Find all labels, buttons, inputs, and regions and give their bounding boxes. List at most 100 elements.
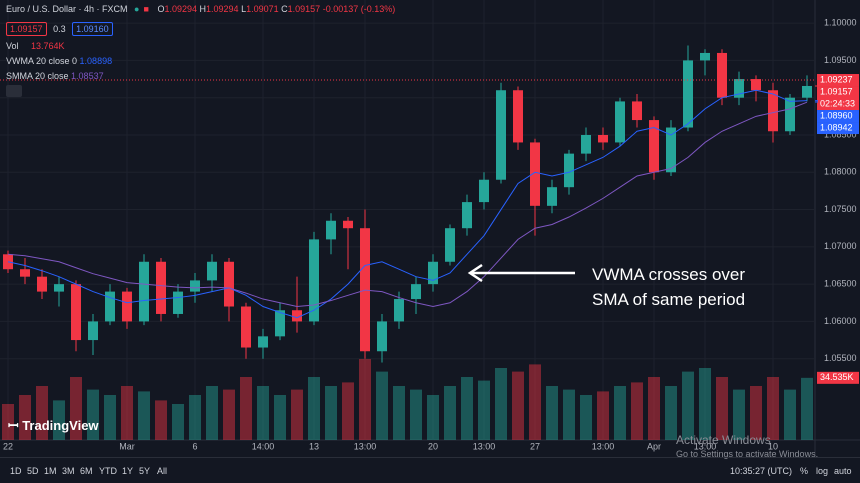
- range-button[interactable]: All: [157, 466, 168, 476]
- y-tick-label: 1.09500: [824, 55, 857, 65]
- candle-body: [564, 153, 574, 188]
- volume-bar: [325, 386, 337, 440]
- candle-body: [751, 79, 761, 91]
- price-label-bg: [817, 110, 859, 123]
- candle-body: [700, 52, 710, 61]
- chart: 1.05500 1.06000 1.06500 1.07000 1.07500 1.080…: [0, 0, 860, 457]
- range-button[interactable]: 5Y: [139, 466, 151, 476]
- volume-bar: [257, 386, 269, 440]
- price-label: 1.08960: [820, 110, 853, 120]
- candle-body: [71, 284, 81, 341]
- x-tick-label: 6: [192, 441, 197, 451]
- candle-body: [54, 284, 64, 292]
- bottom-toolbar: 1D 5D 1M 3M 6M YTD 1Y 5Y All 10:35:27 (UTC)% log au…: [0, 457, 860, 483]
- volume-bar: [767, 377, 779, 440]
- vol-label: Vol: [6, 41, 19, 51]
- candle-body: [224, 261, 234, 307]
- legend-value: 1.08898: [79, 56, 113, 66]
- candle-body: [258, 336, 268, 348]
- x-tick-label: 22: [3, 441, 13, 451]
- candle-body: [3, 254, 13, 270]
- range-button[interactable]: YTD: [99, 466, 117, 476]
- scale-option[interactable]: auto: [834, 466, 852, 476]
- volume-bar: [410, 389, 422, 440]
- candle-body: [37, 276, 47, 292]
- volume-bar: [2, 404, 14, 440]
- volume-bar: [546, 386, 558, 440]
- volume-bar: [716, 377, 728, 440]
- scale-option[interactable]: %: [800, 466, 809, 476]
- scale-option[interactable]: log: [816, 466, 829, 476]
- volume-bar: [427, 395, 439, 440]
- collapse-button: [6, 85, 22, 97]
- volume-bar: [308, 377, 320, 440]
- candle-body: [377, 321, 387, 352]
- volume-bar: [172, 404, 184, 440]
- x-tick-label: 10: [768, 441, 778, 451]
- volume-bar: [121, 386, 133, 440]
- volume-label: 34.535K: [820, 372, 854, 382]
- range-button[interactable]: 3M: [62, 466, 75, 476]
- range-button[interactable]: 1D: [10, 466, 22, 476]
- volume-bar: [291, 389, 303, 440]
- x-tick-label: 27: [530, 441, 540, 451]
- volume-bar: [223, 389, 235, 440]
- sell-button[interactable]: 1.09157: [6, 22, 47, 36]
- candle-body: [275, 310, 285, 337]
- x-tick-label: Apr: [647, 441, 661, 451]
- x-tick-label: 13:00: [694, 441, 717, 451]
- ma-line: [7, 101, 808, 308]
- candle-body: [190, 280, 200, 292]
- l-value: 1.09071: [246, 4, 279, 14]
- range-button[interactable]: 1M: [44, 466, 57, 476]
- range-button[interactable]: 1Y: [122, 466, 134, 476]
- x-tick-label: 13: [309, 441, 319, 451]
- candle-body: [241, 306, 251, 348]
- volume-bar: [53, 400, 65, 440]
- volume-bar: [393, 386, 405, 440]
- price-label-bg: [817, 86, 859, 111]
- candle-body: [717, 52, 727, 98]
- y-tick-label: 1.07500: [824, 204, 857, 214]
- range-button[interactable]: 6M: [80, 466, 93, 476]
- right-axis: [815, 0, 860, 457]
- volume-bar: [614, 386, 626, 440]
- logo: ꟷ TradingView: [8, 418, 99, 433]
- candle-body: [309, 239, 319, 322]
- y-tick-label: 1.10000: [824, 17, 857, 27]
- volume-bar: [70, 377, 82, 440]
- volume-bar: [801, 377, 813, 440]
- x-tick-label: 13:00: [592, 441, 615, 451]
- volume-bar: [580, 395, 592, 440]
- logo-text: TradingView: [22, 418, 99, 433]
- candle-body: [122, 291, 132, 322]
- volume-bar: [342, 382, 354, 440]
- trade-buttons: 1.09157 0.3 1.09160: [6, 22, 113, 36]
- y-tick-label: 1.07000: [824, 241, 857, 251]
- volume-bar: [19, 395, 31, 440]
- candle-body: [666, 127, 676, 173]
- buy-button[interactable]: 1.09160: [72, 22, 113, 36]
- volume-bar: [699, 368, 711, 440]
- volume-bar: [478, 380, 490, 440]
- ma-line: [7, 89, 808, 319]
- candle-body: [683, 60, 693, 128]
- vol-value: 13.764K: [31, 41, 65, 51]
- candle-body: [139, 261, 149, 322]
- candle-body: [581, 134, 591, 154]
- candle-body: [394, 299, 404, 322]
- range-button[interactable]: 5D: [27, 466, 39, 476]
- vwma-legend: VWMA 20 close 0 1.08898: [6, 56, 112, 66]
- volume-bar: [189, 395, 201, 440]
- price-label: 1.08942: [820, 122, 853, 132]
- h-value: 1.09294: [206, 4, 239, 14]
- candle-body: [734, 79, 744, 98]
- volume-bar: [155, 400, 167, 440]
- h-label: H: [199, 4, 207, 14]
- candle-body: [513, 90, 523, 143]
- candle-body: [292, 310, 302, 322]
- o-value: 1.09294: [164, 4, 197, 14]
- volume-bar: [87, 389, 99, 440]
- x-tick-label: Mar: [119, 441, 135, 451]
